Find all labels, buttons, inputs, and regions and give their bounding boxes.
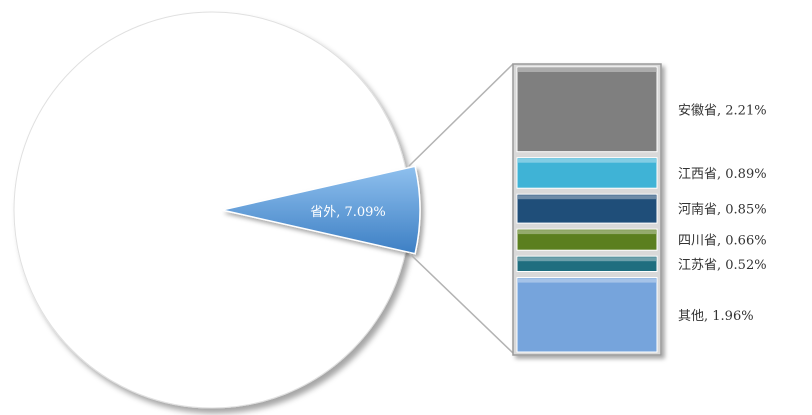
breakdown-segment [516, 228, 658, 251]
breakdown-segment [516, 277, 658, 353]
pie-slice-layer: 省外, 7.09% [221, 165, 421, 255]
breakdown-segment-highlight [518, 278, 656, 283]
connector-line-top [408, 63, 514, 167]
breakdown-segment [516, 255, 658, 273]
breakdown-label: 四川省, 0.66% [678, 234, 767, 249]
breakdown-segment [516, 193, 658, 224]
breakdown-segment-highlight [518, 68, 656, 72]
breakdown-segment [516, 66, 658, 153]
pie-slice-outside-province [221, 165, 421, 255]
breakdown-label: 江苏省, 0.52% [678, 257, 767, 273]
breakdown-bar [512, 63, 662, 356]
breakdown-segment-highlight [518, 230, 656, 235]
breakdown-segment-highlight [518, 195, 656, 200]
breakdown-label: 安徽省, 2.21% [678, 103, 767, 118]
breakdown-segment-highlight [518, 158, 656, 163]
breakdown-label: 河南省, 0.85% [678, 202, 767, 218]
breakdown-label: 江西省, 0.89% [678, 167, 767, 182]
breakdown-segment [516, 157, 658, 189]
breakdown-labels: 安徽省, 2.21% 江西省, 0.89% 河南省, 0.85% 四川省, 0.66%… [678, 103, 767, 323]
pie-slice-label: 省外, 7.09% [310, 205, 386, 220]
breakdown-segment-highlight [518, 257, 656, 262]
connector-line-bottom [408, 252, 514, 354]
breakdown-label: 其他, 1.96% [678, 309, 754, 324]
